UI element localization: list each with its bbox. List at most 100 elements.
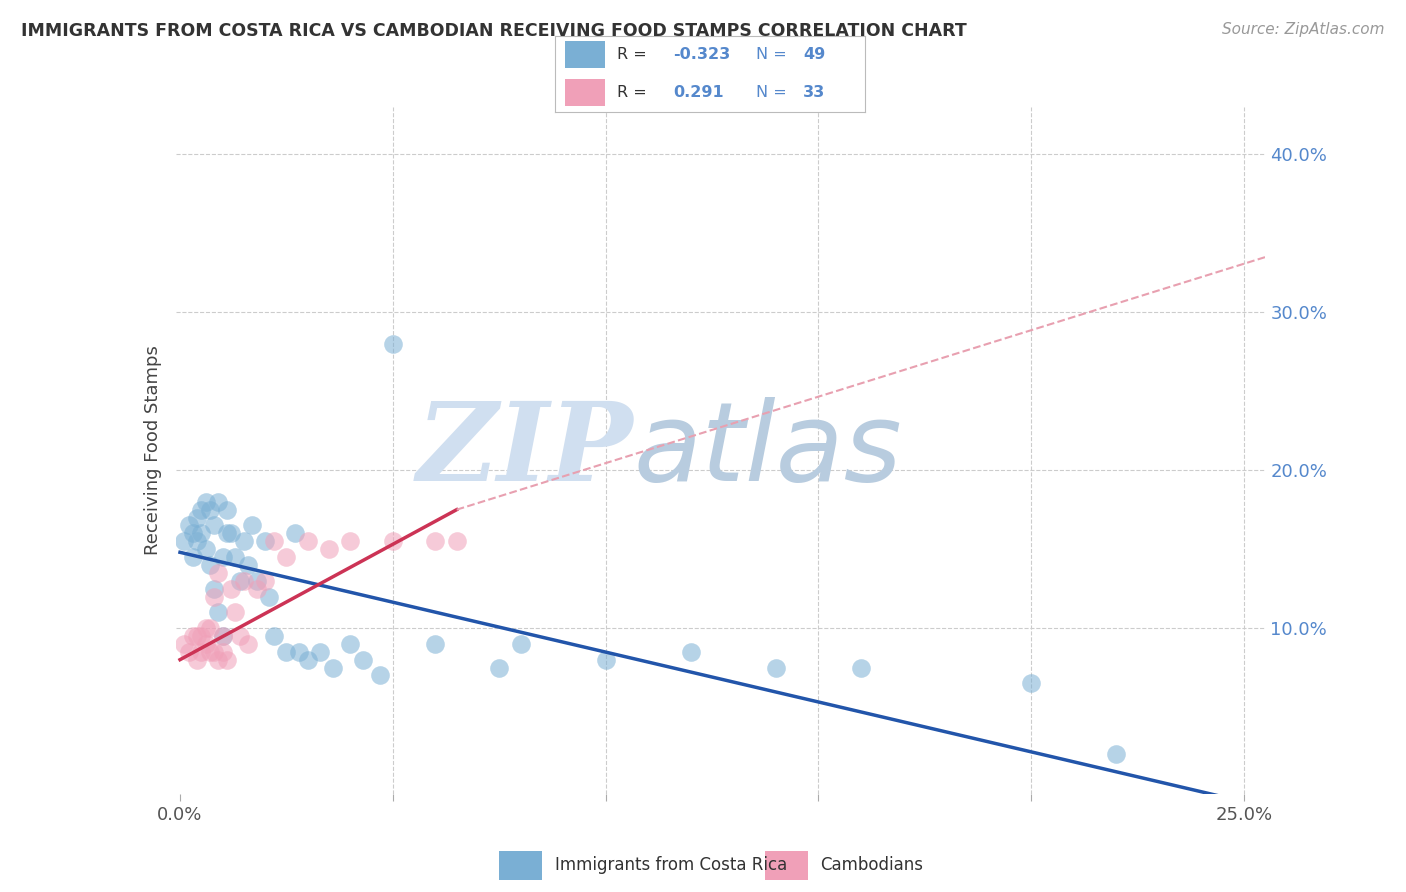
Point [488, 660, 510, 674]
Point [202, 582, 225, 596]
Point [284, 526, 307, 541]
Point [446, 534, 468, 549]
Point [194, 621, 217, 635]
Point [246, 574, 269, 588]
Point [297, 534, 319, 549]
Point [207, 605, 229, 619]
Point [211, 549, 233, 564]
Point [381, 337, 404, 351]
Text: R =: R = [617, 47, 647, 62]
Point [254, 534, 277, 549]
Point [211, 629, 233, 643]
Point [1019, 676, 1042, 690]
Point [173, 534, 195, 549]
Point [276, 549, 298, 564]
Point [177, 518, 200, 533]
Text: Source: ZipAtlas.com: Source: ZipAtlas.com [1222, 22, 1385, 37]
Point [254, 574, 277, 588]
Point [198, 558, 221, 572]
Point [177, 645, 200, 659]
FancyBboxPatch shape [565, 78, 605, 106]
Point [190, 502, 212, 516]
Point [202, 645, 225, 659]
Point [240, 518, 263, 533]
Point [276, 645, 298, 659]
Point [297, 653, 319, 667]
Point [224, 549, 246, 564]
Point [198, 621, 221, 635]
Point [211, 645, 233, 659]
Point [236, 637, 259, 651]
Point [215, 653, 238, 667]
Point [368, 668, 391, 682]
Point [219, 526, 242, 541]
Point [509, 637, 531, 651]
Point [173, 637, 195, 651]
FancyBboxPatch shape [499, 851, 543, 880]
Text: 49: 49 [803, 47, 825, 62]
Point [211, 629, 233, 643]
Point [198, 502, 221, 516]
Point [181, 549, 204, 564]
Point [194, 495, 217, 509]
Point [194, 542, 217, 557]
Point [186, 510, 208, 524]
Point [224, 605, 246, 619]
Point [186, 629, 208, 643]
Point [352, 653, 374, 667]
Point [765, 660, 787, 674]
Point [322, 660, 344, 674]
Point [215, 526, 238, 541]
Point [425, 534, 447, 549]
Point [190, 629, 212, 643]
Point [339, 534, 361, 549]
Point [232, 574, 254, 588]
Point [228, 574, 250, 588]
Point [207, 653, 229, 667]
Text: Cambodians: Cambodians [821, 856, 924, 874]
Point [198, 645, 221, 659]
Point [219, 582, 242, 596]
Point [228, 629, 250, 643]
Point [181, 629, 204, 643]
Point [190, 645, 212, 659]
Point [259, 590, 281, 604]
Text: ZIP: ZIP [416, 397, 633, 504]
Point [263, 534, 285, 549]
Point [309, 645, 332, 659]
Point [190, 526, 212, 541]
FancyBboxPatch shape [765, 851, 808, 880]
Point [236, 558, 259, 572]
Point [263, 629, 285, 643]
Point [339, 637, 361, 651]
Point [207, 566, 229, 580]
Point [595, 653, 617, 667]
Point [207, 495, 229, 509]
Point [186, 653, 208, 667]
Text: N =: N = [756, 85, 787, 100]
Point [194, 637, 217, 651]
Point [1105, 747, 1128, 762]
Text: 0.291: 0.291 [673, 85, 724, 100]
Text: IMMIGRANTS FROM COSTA RICA VS CAMBODIAN RECEIVING FOOD STAMPS CORRELATION CHART: IMMIGRANTS FROM COSTA RICA VS CAMBODIAN … [21, 22, 967, 40]
Point [186, 534, 208, 549]
Y-axis label: Receiving Food Stamps: Receiving Food Stamps [143, 345, 162, 556]
Point [425, 637, 447, 651]
Point [849, 660, 872, 674]
Point [318, 542, 340, 557]
Point [232, 534, 254, 549]
Text: Immigrants from Costa Rica: Immigrants from Costa Rica [554, 856, 787, 874]
Point [288, 645, 311, 659]
Point [246, 582, 269, 596]
Text: N =: N = [756, 47, 787, 62]
Text: 33: 33 [803, 85, 825, 100]
Point [679, 645, 702, 659]
Text: R =: R = [617, 85, 647, 100]
Point [381, 534, 404, 549]
Text: -0.323: -0.323 [673, 47, 730, 62]
Point [181, 526, 204, 541]
FancyBboxPatch shape [565, 41, 605, 69]
Text: atlas: atlas [633, 397, 903, 504]
Point [202, 590, 225, 604]
Point [202, 518, 225, 533]
